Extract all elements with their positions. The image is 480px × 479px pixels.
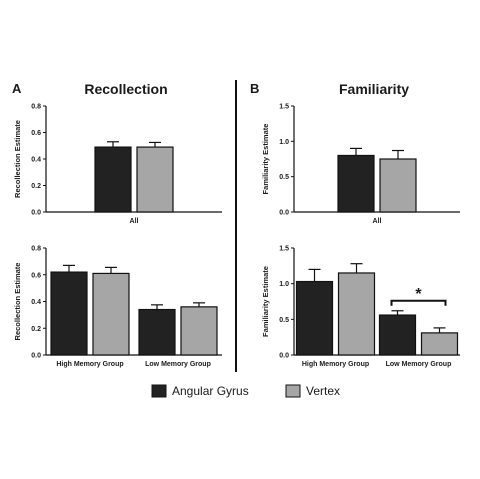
chart-familiarity-all: 0.0 0.5 1.0 1.5 Familiarity Estimate All	[261, 104, 460, 226]
y-tick-label: 0.2	[31, 326, 41, 333]
panel-title-recollection: Recollection	[84, 81, 167, 97]
chart-recollection-all: 0.0 0.2 0.4 0.6 0.8 Recollection Estimate All	[13, 104, 222, 226]
category-label: Low Memory Group	[386, 361, 452, 368]
legend-label-vertex: Vertex	[306, 384, 340, 398]
category-label: All	[373, 218, 382, 225]
y-axis-label: Recollection Estimate	[13, 263, 22, 341]
y-tick-label: 0.8	[31, 246, 41, 253]
y-tick-label: 0.4	[31, 299, 41, 306]
category-label: High Memory Group	[302, 361, 369, 368]
panel-letter-b: B	[250, 81, 259, 96]
y-tick-label: 1.0	[279, 139, 289, 146]
bar-angular-gyrus	[95, 147, 131, 212]
category-label: All	[130, 218, 139, 225]
legend-label-angular-gyrus: Angular Gyrus	[172, 384, 249, 398]
panel-letter-a: A	[12, 81, 22, 96]
bar-angular-gyrus	[380, 315, 416, 355]
y-axis-label: Familiarity Estimate	[261, 266, 270, 337]
y-tick-label: 1.5	[279, 246, 289, 253]
y-tick-label: 0.5	[279, 317, 289, 324]
y-tick-label: 0.6	[31, 130, 41, 137]
y-tick-label: 0.0	[31, 210, 41, 217]
bar-angular-gyrus	[297, 282, 333, 355]
y-tick-label: 1.5	[279, 104, 289, 111]
bar-vertex	[380, 159, 416, 212]
legend-swatch-vertex	[286, 385, 300, 397]
category-label: Low Memory Group	[145, 361, 211, 368]
bar-vertex	[137, 147, 173, 212]
significance-marker: *	[415, 286, 422, 303]
y-axis-label: Familiarity Estimate	[261, 124, 270, 195]
y-tick-label: 0.8	[31, 104, 41, 111]
y-tick-label: 0.6	[31, 272, 41, 279]
y-axis-label: Recollection Estimate	[13, 120, 22, 198]
legend: Angular Gyrus Vertex	[152, 384, 340, 398]
chart-recollection-groups: 0.0 0.2 0.4 0.6 0.8 Recollection Estimate High…	[13, 246, 222, 369]
panel-title-familiarity: Familiarity	[339, 81, 409, 97]
y-tick-label: 0.0	[279, 353, 289, 360]
legend-swatch-angular-gyrus	[152, 385, 166, 397]
y-tick-label: 0.0	[279, 210, 289, 217]
y-tick-label: 0.2	[31, 183, 41, 190]
chart-familiarity-groups: 0.0 0.5 1.0 1.5 Familiarity Estimate High Mem…	[261, 246, 460, 369]
category-label: High Memory Group	[56, 361, 123, 368]
bar-vertex	[93, 273, 129, 355]
bar-angular-gyrus	[51, 272, 87, 355]
y-tick-label: 0.0	[31, 353, 41, 360]
y-tick-label: 0.5	[279, 174, 289, 181]
bar-vertex	[339, 273, 375, 355]
y-tick-label: 0.4	[31, 157, 41, 164]
bar-vertex	[422, 333, 458, 355]
bar-vertex	[181, 307, 217, 355]
bar-angular-gyrus	[139, 310, 175, 355]
bar-angular-gyrus	[338, 155, 374, 212]
y-tick-label: 1.0	[279, 281, 289, 288]
